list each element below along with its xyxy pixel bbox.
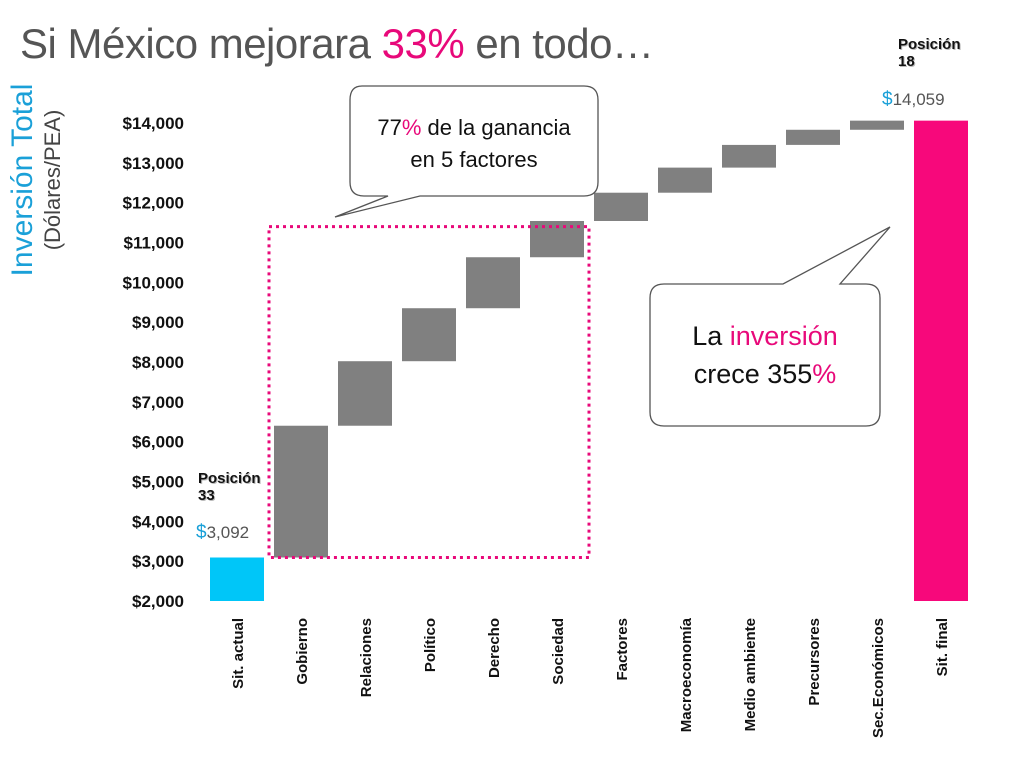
- x-category-label: Precursores: [806, 618, 823, 706]
- bar-politico: [402, 308, 456, 362]
- end-position-label: Posición 18: [898, 36, 961, 70]
- x-category-label: Sit. final: [934, 618, 951, 676]
- end-currency: $: [882, 89, 893, 110]
- callout-top-line2: en 5 factores: [410, 147, 538, 172]
- x-category-label: Medio ambiente: [742, 618, 759, 731]
- highlight-dotted-box: [267, 225, 591, 560]
- y-tick-label: $7,000: [132, 393, 184, 412]
- end-position-text: Posición: [898, 36, 961, 53]
- x-category-label: Relaciones: [358, 618, 375, 697]
- title-highlight: 33%: [381, 20, 465, 67]
- page-title: Si México mejorara 33% en todo…: [20, 20, 654, 68]
- end-position-number: 18: [898, 53, 915, 70]
- y-tick-label: $5,000: [132, 473, 184, 492]
- x-category-label: Sec.Económicos: [870, 618, 887, 738]
- x-category-labels: Sit. actual Gobierno Relaciones Político Der…: [230, 617, 951, 738]
- y-tick-label: $6,000: [132, 433, 184, 452]
- x-category-label: Macroeconomía: [678, 617, 695, 732]
- y-tick-label: $2,000: [132, 592, 184, 611]
- callout-right-line2: crece 355: [693, 359, 813, 389]
- title-prefix: Si México mejorara: [20, 20, 382, 67]
- x-category-label: Político: [422, 618, 439, 672]
- y-tick-label: $9,000: [132, 313, 184, 332]
- x-category-label: Derecho: [486, 618, 503, 678]
- x-category-label: Sociedad: [550, 618, 567, 685]
- bar-factores: [594, 192, 648, 221]
- x-category-label: Gobierno: [294, 618, 311, 685]
- x-category-label: Sit. actual: [230, 618, 247, 689]
- callout-right-prefix: La: [692, 321, 730, 351]
- callout-top-bubble: [334, 85, 599, 218]
- y-tick-label: $4,000: [132, 512, 184, 531]
- callout-top-text: 77% de la ganancia en 5 factores: [352, 112, 596, 176]
- y-tick-label: $10,000: [123, 273, 184, 292]
- bar-macroeconomia: [658, 167, 712, 193]
- start-position-text: Posición: [198, 470, 261, 487]
- y-tick-labels: $2,000 $3,000 $4,000 $5,000 $6,000 $7,000 $8,0…: [123, 114, 184, 611]
- bar-sit-final: [914, 120, 968, 601]
- callout-right-pct: %: [812, 359, 837, 389]
- y-tick-label: $12,000: [123, 194, 184, 213]
- y-tick-label: $8,000: [132, 353, 184, 372]
- bar-relaciones: [338, 361, 392, 426]
- start-position-number: 33: [198, 487, 215, 504]
- start-position-label: Posición 33: [198, 470, 261, 504]
- y-tick-label: $13,000: [123, 154, 184, 173]
- callout-right-text: La inversión crece 355%: [652, 317, 878, 393]
- bar-gobierno: [274, 425, 328, 558]
- title-suffix: en todo…: [464, 20, 654, 67]
- end-value-label: $14,059: [882, 89, 945, 111]
- y-tick-label: $11,000: [123, 234, 184, 253]
- end-value: 14,059: [892, 90, 945, 109]
- start-currency: $: [196, 522, 207, 543]
- callout-right-bubble: [649, 226, 891, 427]
- callout-right-highlight: inversión: [729, 321, 838, 351]
- bar-sec-economicos: [850, 120, 904, 130]
- y-tick-label: $3,000: [132, 552, 184, 571]
- start-value: 3,092: [206, 523, 250, 542]
- callout-top-value: 77: [377, 115, 402, 140]
- bar-sit-actual: [210, 557, 264, 601]
- callout-top-pct: %: [401, 115, 422, 140]
- start-value-label: $3,092: [196, 522, 249, 544]
- callout-top-line1: de la ganancia: [421, 115, 571, 140]
- bar-precursores: [786, 129, 840, 145]
- x-category-label: Factores: [614, 618, 631, 681]
- bar-derecho: [466, 257, 520, 309]
- y-tick-label: $14,000: [123, 114, 184, 133]
- bar-medio-ambiente: [722, 144, 776, 168]
